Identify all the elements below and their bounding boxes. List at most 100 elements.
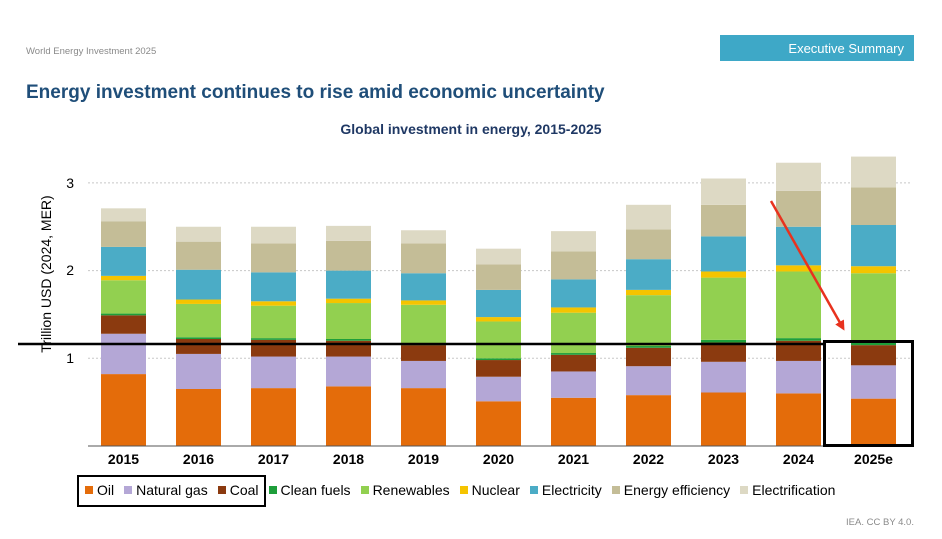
legend-item-nuclear: Nuclear xyxy=(459,482,520,498)
bar-segment-renewables xyxy=(776,271,821,339)
bar-segment-clean-fuels xyxy=(176,337,221,340)
bar-segment-energy-efficiency xyxy=(401,243,446,274)
bar-segment-electrification xyxy=(626,204,671,230)
bar-segment-energy-efficiency xyxy=(551,251,596,280)
bar-segment-oil xyxy=(101,374,146,446)
bar-segment-coal xyxy=(776,340,821,361)
x-tick-label: 2023 xyxy=(707,451,740,467)
legend-item-electrification: Electrification xyxy=(740,482,835,498)
bar-segment-renewables xyxy=(701,277,746,340)
bar-segment-natural-gas xyxy=(851,365,896,399)
bar-segment-nuclear xyxy=(326,298,371,304)
bar-segment-clean-fuels xyxy=(851,342,896,346)
bar-segment-renewables xyxy=(551,312,596,354)
legend-highlight-box xyxy=(77,475,266,507)
chart-title: Global investment in energy, 2015-2025 xyxy=(340,121,602,137)
bar-segment-energy-efficiency xyxy=(326,240,371,271)
bar-segment-coal xyxy=(551,354,596,372)
legend-swatch xyxy=(459,486,468,494)
bar-segment-coal xyxy=(626,347,671,367)
source-credit: IEA. CC BY 4.0. xyxy=(846,517,914,528)
bar-segment-natural-gas xyxy=(701,361,746,393)
bar-segment-clean-fuels xyxy=(326,339,371,341)
legend-item-energy-efficiency: Energy efficiency xyxy=(611,482,731,498)
bar-segment-renewables xyxy=(851,273,896,343)
bar-segment-energy-efficiency xyxy=(701,204,746,237)
bar-segment-electrification xyxy=(101,208,146,222)
bar-segment-clean-fuels xyxy=(776,338,821,341)
bar-segment-coal xyxy=(476,360,521,377)
bar-segment-electrification xyxy=(176,226,221,242)
legend-item-clean-fuels: Clean fuels xyxy=(268,482,351,498)
legend-swatch xyxy=(611,486,620,494)
legend-swatch xyxy=(85,486,93,494)
bar-segment-energy-efficiency xyxy=(251,243,296,273)
bar-segment-coal xyxy=(401,345,446,361)
bar-segment-natural-gas xyxy=(251,356,296,389)
section-banner: Executive Summary xyxy=(720,35,914,61)
x-tick-label: 2018 xyxy=(332,451,365,467)
bar-segment-electricity xyxy=(251,272,296,302)
bar-segment-electrification xyxy=(476,248,521,265)
bar-segment-electricity xyxy=(326,270,371,299)
legend-item-natural-gas: Natural gas xyxy=(124,482,208,498)
x-tick-label: 2019 xyxy=(407,451,440,467)
bar-segment-renewables xyxy=(101,280,146,314)
bar-segment-renewables xyxy=(251,305,296,339)
legend-item-oil: Oil xyxy=(85,482,114,498)
chart-legend: Oil Natural gas Coal Clean fuels Renewab… xyxy=(85,482,835,498)
bar-segment-electricity xyxy=(476,289,521,318)
bar-segment-coal xyxy=(851,345,896,366)
x-tick-label: 2022 xyxy=(632,451,665,467)
bar-segment-natural-gas xyxy=(176,353,221,389)
bar-segment-natural-gas xyxy=(476,376,521,402)
section-banner-label: Executive Summary xyxy=(788,41,904,56)
bar-segment-coal xyxy=(101,315,146,334)
bar-segment-electrification xyxy=(251,226,296,244)
bar-segment-renewables xyxy=(476,321,521,359)
legend-label: Natural gas xyxy=(136,482,208,498)
bar-segment-nuclear xyxy=(701,271,746,278)
legend-label: Energy efficiency xyxy=(623,482,731,498)
bar-segment-oil xyxy=(626,395,671,446)
bar-segment-electrification xyxy=(401,230,446,244)
bar-segment-oil xyxy=(326,386,371,446)
y-tick-label: 2 xyxy=(66,262,74,278)
bar-segment-oil xyxy=(476,401,521,446)
bar-segment-nuclear xyxy=(401,300,446,305)
document-title: World Energy Investment 2025 xyxy=(26,46,157,57)
bar-segment-oil xyxy=(776,393,821,446)
y-tick-label: 1 xyxy=(66,350,74,366)
legend-label: Electricity xyxy=(541,482,602,498)
bar-segment-nuclear xyxy=(626,289,671,296)
bar-segment-electricity xyxy=(176,269,221,300)
y-tick-label: 3 xyxy=(66,175,74,191)
bar-segment-electrification xyxy=(701,178,746,205)
legend-swatch xyxy=(268,486,277,494)
bar-segment-electricity xyxy=(701,236,746,272)
bar-segment-natural-gas xyxy=(626,366,671,396)
bar-segment-natural-gas xyxy=(776,360,821,394)
x-tick-label: 2020 xyxy=(482,451,515,467)
bar-segment-oil xyxy=(851,398,896,446)
legend-item-electricity: Electricity xyxy=(529,482,602,498)
legend-label: Coal xyxy=(229,482,259,498)
bar-segment-nuclear xyxy=(776,265,821,272)
bar-segment-electricity xyxy=(101,246,146,276)
highlight-box-2025e xyxy=(823,340,914,447)
x-tick-label: 2016 xyxy=(182,451,215,467)
bar-segment-renewables xyxy=(401,304,446,344)
x-tick-label: 2025e xyxy=(854,451,893,467)
bar-segment-nuclear xyxy=(251,301,296,306)
bar-segment-clean-fuels xyxy=(701,339,746,343)
bar-segment-electricity xyxy=(401,273,446,301)
bar-segment-natural-gas xyxy=(326,356,371,387)
bar-segment-electricity xyxy=(551,279,596,308)
bar-segment-renewables xyxy=(626,295,671,347)
bar-segment-energy-efficiency xyxy=(851,187,896,225)
bar-segment-natural-gas xyxy=(551,371,596,398)
bar-segment-energy-efficiency xyxy=(101,221,146,247)
bar-segment-clean-fuels xyxy=(251,338,296,340)
bar-segment-electrification xyxy=(851,156,896,188)
